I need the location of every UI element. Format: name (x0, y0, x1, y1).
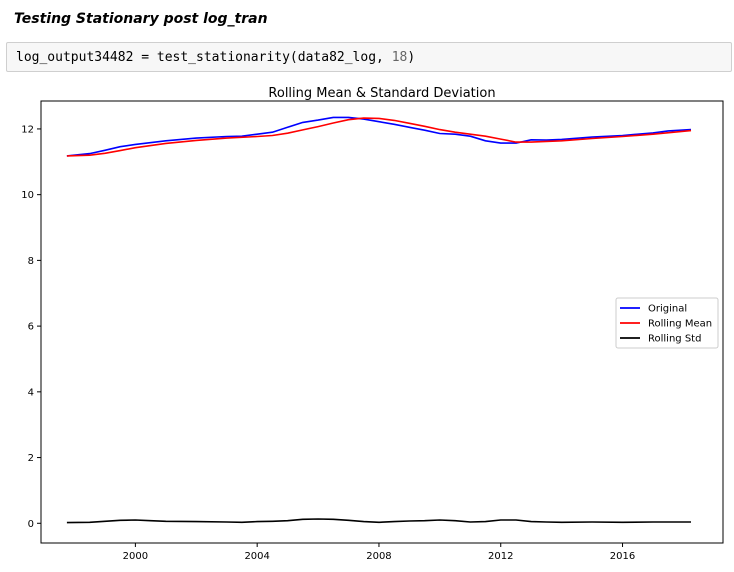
x-tick-label: 2012 (488, 551, 513, 562)
x-tick-label: 2016 (610, 551, 635, 562)
code-text-end: ) (407, 50, 416, 65)
legend-box (615, 297, 719, 349)
y-tick-label: 12 (21, 124, 34, 135)
x-tick-label: 2004 (244, 551, 269, 562)
chart-title: Rolling Mean & Standard Deviation (268, 86, 495, 101)
chart-legend: Original Rolling Mean Rolling Std (615, 297, 719, 349)
legend-label: Rolling Std (648, 334, 701, 345)
y-tick-label: 6 (28, 322, 34, 333)
y-tick-label: 2 (28, 453, 34, 464)
y-tick-label: 8 (28, 256, 34, 267)
x-tick-label: 2000 (123, 551, 148, 562)
code-line: log_output34482 = test_stationarity(data… (16, 50, 415, 65)
markdown-heading: Testing Stationary post log_tran (14, 11, 268, 27)
cell-output-area: Rolling Mean & Standard Deviation 2000 20… (0, 80, 734, 572)
series-line-1 (66, 117, 692, 157)
rolling-stats-chart: Rolling Mean & Standard Deviation 2000 20… (21, 86, 724, 562)
code-text: log_output34482 = test_stationarity(data… (16, 50, 392, 65)
plot-frame (40, 100, 724, 544)
legend-label: Rolling Mean (648, 319, 712, 330)
code-cell-input[interactable]: log_output34482 = test_stationarity(data… (6, 42, 732, 72)
y-tick-label: 0 (28, 519, 34, 530)
legend-label: Original (648, 304, 687, 315)
code-number-literal: 18 (391, 50, 408, 65)
x-tick-label: 2008 (366, 551, 391, 562)
y-tick-label: 4 (28, 387, 34, 398)
series-line-0 (66, 116, 692, 157)
series-line-2 (66, 518, 691, 524)
y-tick-label: 10 (21, 190, 34, 201)
